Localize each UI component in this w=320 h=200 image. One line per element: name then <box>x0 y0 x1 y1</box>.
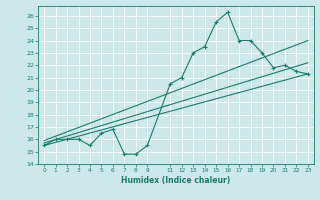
X-axis label: Humidex (Indice chaleur): Humidex (Indice chaleur) <box>121 176 231 185</box>
